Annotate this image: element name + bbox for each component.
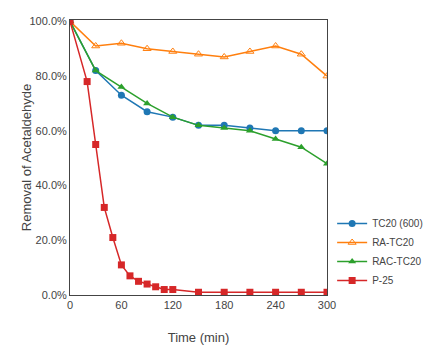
svg-text:60.0%: 60.0% [36, 125, 67, 137]
svg-text:100.0%: 100.0% [29, 15, 67, 27]
svg-text:0: 0 [67, 299, 73, 311]
svg-text:20.0%: 20.0% [36, 234, 67, 246]
svg-text:40.0%: 40.0% [36, 179, 67, 191]
svg-text:Removal of Acetaldehyde: Removal of Acetaldehyde [19, 84, 34, 231]
svg-text:RAC-TC20: RAC-TC20 [372, 256, 421, 267]
svg-text:Time (min): Time (min) [168, 330, 230, 345]
svg-text:60: 60 [115, 299, 127, 311]
svg-text:P-25: P-25 [372, 275, 394, 286]
svg-text:300: 300 [318, 299, 336, 311]
svg-text:120: 120 [164, 299, 182, 311]
svg-text:RA-TC20: RA-TC20 [372, 237, 414, 248]
svg-text:TC20 (600): TC20 (600) [372, 218, 423, 229]
svg-text:240: 240 [266, 299, 284, 311]
svg-text:80.0%: 80.0% [36, 70, 67, 82]
svg-text:0.0%: 0.0% [42, 289, 67, 301]
svg-text:180: 180 [215, 299, 233, 311]
